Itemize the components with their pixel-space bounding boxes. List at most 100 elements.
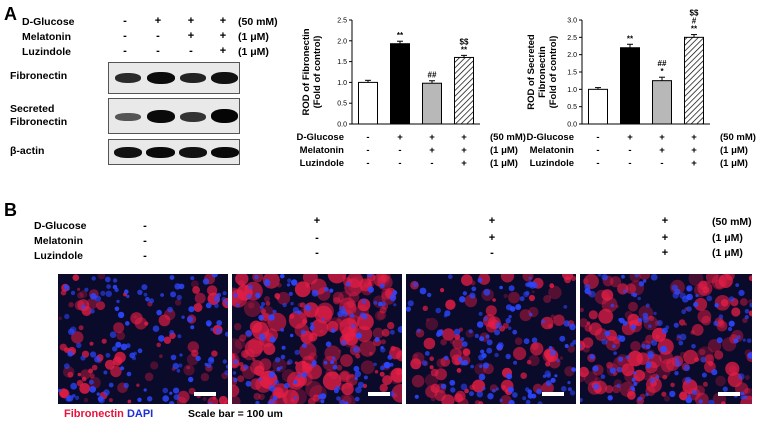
condition-sign: - — [628, 145, 631, 156]
fibronectin-signal — [253, 392, 261, 400]
fibronectin-signal — [381, 288, 393, 300]
fibronectin-signal — [357, 298, 371, 312]
dapi-nucleus — [678, 340, 684, 346]
fibronectin-signal — [454, 333, 461, 340]
fibronectin-signal — [188, 387, 196, 395]
dapi-nucleus — [443, 314, 448, 318]
dapi-nucleus — [272, 309, 277, 314]
fibronectin-signal — [617, 283, 629, 295]
dapi-nucleus — [674, 360, 682, 367]
condition-sign: + — [461, 132, 467, 143]
condition-sign: - — [660, 158, 663, 169]
dapi-nucleus — [649, 377, 656, 384]
dapi-nucleus — [589, 353, 596, 360]
fibronectin-signal — [71, 331, 84, 344]
dapi-nucleus — [97, 395, 104, 402]
dapi-nucleus — [350, 323, 356, 329]
dapi-nucleus — [232, 371, 237, 375]
dapi-nucleus — [661, 327, 668, 334]
fibronectin-signal — [333, 297, 341, 305]
fibronectin-signal — [337, 291, 352, 305]
fibronectin-signal — [83, 397, 89, 403]
dapi-nucleus — [94, 356, 101, 363]
fibronectin-signal — [380, 339, 386, 345]
fibronectin-signal — [310, 319, 329, 337]
dapi-nucleus — [287, 359, 293, 365]
dapi-nucleus — [255, 400, 260, 404]
sign: - — [156, 45, 160, 57]
dapi-nucleus — [495, 322, 502, 329]
dapi-nucleus — [508, 399, 515, 404]
fibronectin-signal — [445, 299, 456, 310]
dapi-nucleus — [525, 399, 531, 404]
dapi-nucleus — [143, 292, 148, 297]
condition-label: Luzindole — [300, 158, 344, 169]
dapi-nucleus — [453, 328, 461, 336]
dapi-nucleus — [483, 316, 488, 322]
fibronectin-signal — [277, 283, 282, 288]
fibronectin-signal — [60, 289, 67, 296]
dapi-nucleus — [222, 359, 227, 364]
dapi-nucleus — [281, 345, 286, 350]
fibronectin-signal — [701, 315, 712, 326]
dapi-nucleus — [397, 326, 402, 333]
fibronectin-signal — [698, 348, 706, 356]
fibronectin-signal — [232, 396, 241, 404]
fibronectin-signal — [264, 296, 270, 302]
fibronectin-signal — [295, 361, 309, 375]
dapi-nucleus — [90, 351, 97, 358]
fibronectin-signal — [133, 315, 137, 319]
dapi-nucleus — [588, 290, 596, 298]
dapi-nucleus — [105, 352, 111, 358]
dapi-nucleus — [641, 343, 646, 349]
dapi-nucleus — [601, 338, 608, 345]
dapi-nucleus — [633, 371, 637, 375]
dapi-nucleus — [272, 395, 278, 401]
fibronectin-signal — [456, 368, 462, 373]
y-tick-label: 2.0 — [567, 52, 577, 59]
dapi-nucleus — [471, 286, 477, 292]
dapi-nucleus — [353, 365, 360, 372]
dapi-nucleus — [601, 274, 608, 281]
dapi-nucleus — [141, 284, 148, 291]
dapi-nucleus — [188, 306, 195, 313]
dose-luzindole: (1 μM) — [238, 46, 269, 58]
dapi-nucleus — [549, 349, 557, 356]
fibronectin-signal — [381, 328, 390, 337]
fibronectin-signal — [514, 337, 523, 345]
condition-sign: + — [659, 145, 665, 156]
fibronectin-signal — [232, 355, 237, 360]
fibronectin-signal — [731, 307, 741, 317]
dapi-nucleus — [499, 285, 503, 290]
dapi-nucleus — [120, 366, 125, 371]
dapi-nucleus — [610, 303, 615, 308]
dapi-nucleus — [735, 283, 740, 287]
dapi-nucleus — [701, 372, 707, 378]
dapi-nucleus — [221, 296, 227, 302]
dapi-nucleus — [711, 369, 718, 376]
fibronectin-signal — [377, 274, 390, 287]
dapi-nucleus — [232, 359, 239, 365]
dapi-nucleus — [722, 386, 728, 392]
dapi-nucleus — [746, 338, 752, 343]
fibronectin-signal — [627, 313, 640, 326]
dapi-nucleus — [67, 350, 74, 357]
dapi-nucleus — [740, 395, 745, 400]
fibronectin-signal — [639, 274, 651, 280]
dapi-nucleus — [648, 353, 654, 360]
dapi-nucleus — [546, 373, 551, 379]
y-tick-label: 0.5 — [567, 104, 577, 111]
dapi-nucleus — [81, 304, 86, 310]
dapi-nucleus — [460, 360, 465, 366]
fibronectin-signal — [610, 276, 622, 288]
dapi-nucleus — [716, 337, 723, 344]
dapi-nucleus — [329, 288, 334, 293]
fibronectin-signal — [260, 308, 266, 315]
dapi-nucleus — [264, 279, 271, 287]
fibronectin-signal — [301, 331, 315, 345]
fibronectin-signal — [89, 373, 95, 379]
dapi-nucleus — [109, 331, 117, 338]
fibronectin-signal — [684, 322, 687, 326]
fibronectin-signal — [380, 274, 388, 282]
dapi-nucleus — [478, 311, 483, 316]
